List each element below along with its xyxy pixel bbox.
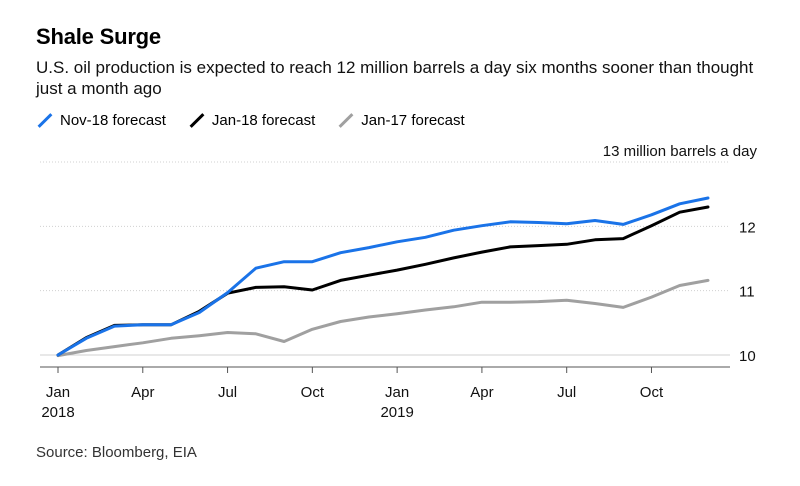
x-tick-label-15: Apr [470,384,493,401]
legend-label-nov18: Nov-18 forecast [60,112,166,129]
x-tick-label-9: Oct [301,384,325,401]
series-line-jan-17-forecast [56,278,710,358]
legend-label-jan17: Jan-17 forecast [361,112,465,129]
y-tick-label-11: 11 [739,284,755,301]
series-line-jan-18-forecast [56,205,710,357]
legend-item-jan18: Jan-18 forecast [188,112,315,129]
y-tick-label-13: 13 million barrels a day [603,143,758,160]
x-tick-label-3: Apr [131,384,154,401]
chart-title: Shale Surge [36,24,161,49]
legend-item-jan17: Jan-17 forecast [337,112,465,129]
x-tick-label-0: Jan [46,384,70,401]
legend: Nov-18 forecast Jan-18 forecast Jan-17 f… [36,112,465,129]
series-line-nov-18-forecast [56,196,710,357]
x-year-label-2018: 2018 [41,404,74,421]
legend-label-jan18: Jan-18 forecast [211,112,316,129]
legend-item-nov18: Nov-18 forecast [36,112,166,129]
x-tick-label-21: Oct [640,384,664,401]
x-year-label-2019: 2019 [380,404,413,421]
y-tick-label-10: 10 [739,348,756,365]
y-tick-label-12: 12 [739,219,756,236]
x-tick-label-18: Jul [557,384,576,401]
x-tick-label-6: Jul [218,384,237,401]
x-tick-label-12: Jan [385,384,409,401]
chart-subtitle: U.S. oil production is expected to reach… [36,58,754,98]
source-note: Source: Bloomberg, EIA [36,444,197,461]
